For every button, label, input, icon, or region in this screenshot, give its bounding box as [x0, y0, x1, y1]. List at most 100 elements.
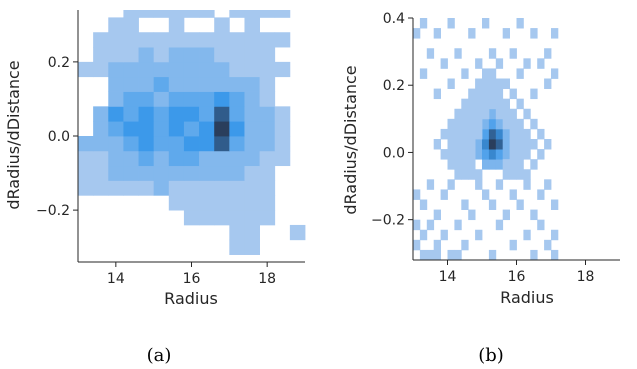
heatmap-cell	[447, 159, 455, 170]
heatmap-cell	[454, 149, 462, 160]
heatmap-cell	[78, 165, 94, 181]
heatmap-cell	[488, 88, 497, 100]
heatmap-cell	[183, 165, 200, 181]
heatmap-cell	[168, 17, 185, 33]
heatmap-cell	[123, 165, 139, 181]
heatmap-cell	[229, 32, 245, 48]
heatmap-cell	[537, 149, 545, 160]
heatmap-cell	[482, 98, 490, 110]
heatmap-cell	[454, 139, 462, 150]
heatmap-cell	[259, 47, 276, 63]
heatmap-cell	[153, 150, 170, 167]
heatmap-cell	[274, 10, 291, 18]
heatmap-cell	[183, 150, 200, 167]
heatmap-cell	[502, 78, 510, 89]
heatmap-cell	[454, 48, 462, 59]
heatmap-cell	[523, 139, 531, 150]
heatmap-cell	[274, 106, 291, 122]
heatmap-cell	[93, 150, 109, 167]
heatmap-cell	[123, 180, 139, 196]
heatmap-cell	[433, 249, 441, 261]
heatmap-cell	[475, 78, 483, 89]
heatmap-cell	[229, 121, 245, 137]
heatmap-cell	[516, 149, 524, 160]
heatmap-cell	[447, 18, 455, 29]
heatmap-cell	[108, 76, 124, 92]
axes-a: 14 16 18 −0.2 0.0 0.2	[36, 10, 305, 287]
heatmap-cell	[461, 239, 469, 251]
heatmap-cell	[214, 210, 230, 226]
heatmap-cell	[138, 61, 155, 78]
heatmap-cell	[168, 76, 185, 92]
heatmap-cell	[440, 58, 448, 69]
heatmap-cell	[229, 195, 245, 211]
heatmap-cell	[229, 136, 245, 152]
heatmap-cell	[509, 118, 517, 130]
heatmap-cell	[433, 88, 441, 100]
heatmap-cell	[544, 179, 552, 190]
heatmap-cell	[183, 91, 200, 107]
heatmap-cell	[468, 159, 476, 170]
heatmap-cell	[244, 165, 260, 181]
heatmap-cell	[530, 209, 538, 221]
heatmap-cell	[199, 165, 215, 181]
heatmap-cell	[259, 165, 276, 181]
heatmap-cell	[461, 98, 469, 110]
heatmap-cell	[454, 128, 462, 140]
heatmap-cell	[447, 139, 455, 150]
heatmap-cell	[488, 149, 497, 160]
heatmap-cell	[93, 165, 109, 181]
heatmap-cell	[454, 249, 462, 261]
heatmap-cell	[488, 108, 497, 120]
heatmap-cell	[93, 136, 109, 152]
heatmap-cell	[108, 47, 124, 63]
heatmap-cell	[244, 61, 260, 78]
heatmap-cell	[153, 165, 170, 181]
heatmap-cell	[488, 249, 497, 261]
heatmap-cell	[168, 180, 185, 196]
heatmap-cell	[495, 219, 504, 231]
heatmap-cell	[78, 136, 94, 152]
heatmap-cell	[475, 98, 483, 110]
heatmap-cell	[475, 88, 483, 100]
heatmap-cell	[516, 169, 524, 180]
heatmap-cell	[433, 28, 441, 39]
heatmap-cells-b	[413, 18, 559, 261]
heatmap-cell	[229, 91, 245, 107]
heatmap-cell	[509, 189, 517, 200]
heatmap-cell	[537, 128, 545, 140]
y-axis-label-b: dRadius/dDistance	[341, 65, 360, 214]
heatmap-cell	[544, 239, 552, 251]
heatmap-cell	[516, 128, 524, 140]
heatmap-cell	[468, 209, 476, 221]
heatmap-cell	[199, 32, 215, 48]
heatmap-cell	[475, 179, 483, 190]
heatmap-cell	[516, 139, 524, 150]
heatmap-cell	[168, 150, 185, 167]
heatmap-cell	[468, 108, 476, 120]
heatmap-cell	[495, 98, 504, 110]
heatmap-cell	[516, 199, 524, 210]
heatmap-cell	[454, 118, 462, 130]
heatmap-cell	[259, 121, 276, 137]
heatmap-cell	[274, 150, 291, 167]
heatmap-cell	[108, 17, 124, 33]
heatmap-cell	[214, 106, 230, 122]
heatmap-cell	[495, 118, 504, 130]
heatmap-cell	[482, 78, 490, 89]
heatmap-cell	[475, 229, 483, 241]
heatmap-cell	[229, 10, 245, 18]
heatmap-cell	[440, 128, 448, 140]
heatmap-cell	[214, 32, 230, 48]
heatmap-cell	[244, 32, 260, 48]
heatmap-cell	[259, 136, 276, 152]
heatmap-cell	[523, 108, 531, 120]
heatmap-cell	[244, 47, 260, 63]
heatmap-cell	[289, 224, 306, 241]
heatmap-cell	[153, 121, 170, 137]
heatmap-cell	[78, 61, 94, 78]
heatmap-cell	[168, 136, 185, 152]
heatmap-cell	[551, 199, 559, 210]
heatmap-cell	[530, 139, 538, 150]
